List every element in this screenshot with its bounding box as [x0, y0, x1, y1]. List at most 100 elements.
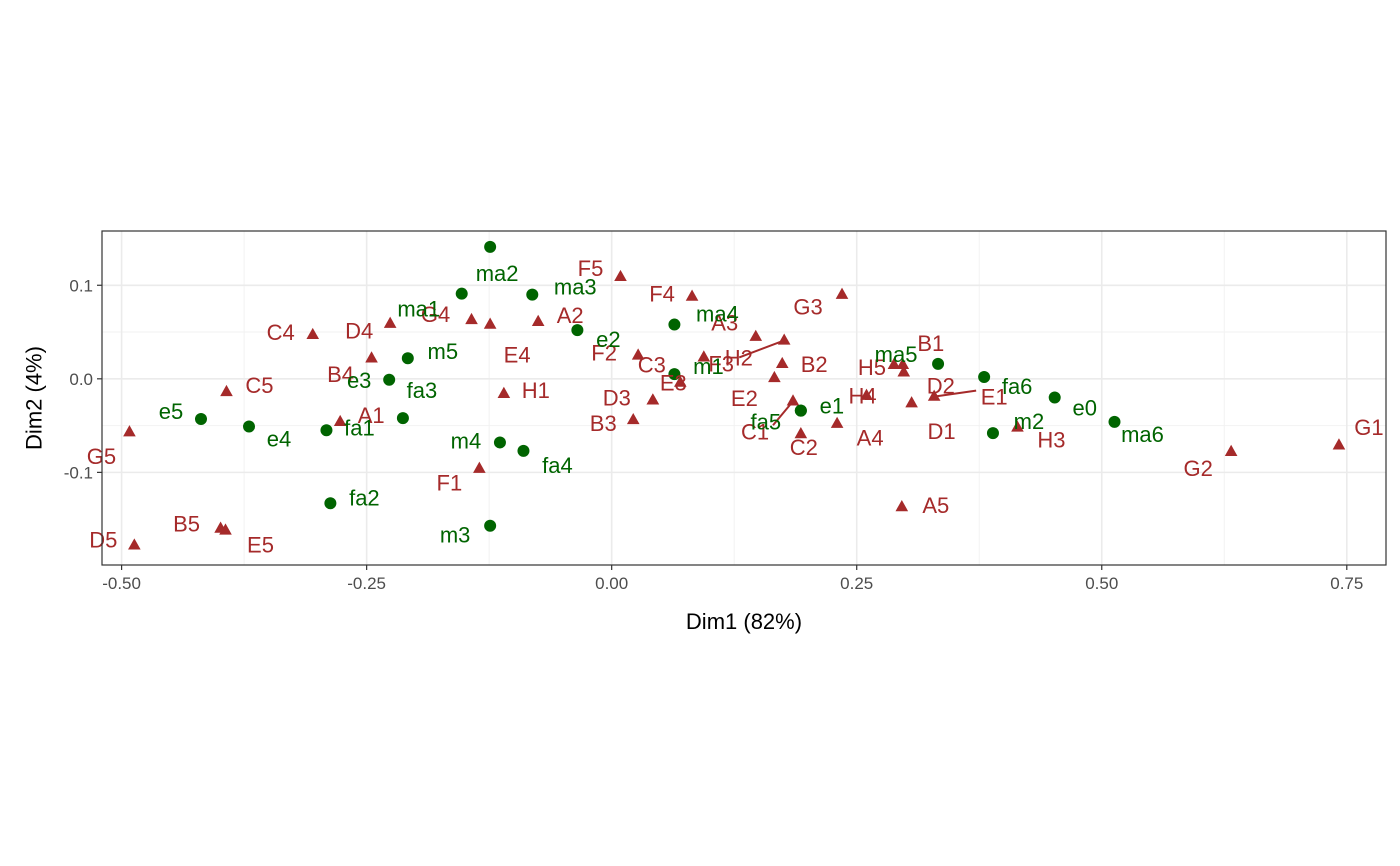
- point-triangle: [646, 393, 660, 405]
- point-circle: [484, 519, 497, 532]
- point-label: B4: [327, 362, 354, 387]
- point-triangle: [383, 316, 397, 328]
- point-circle: [396, 412, 409, 425]
- y-axis-title: Dim2 (4%): [22, 346, 47, 450]
- point-label: D2: [927, 373, 955, 398]
- x-axis-title: Dim1 (82%): [686, 609, 802, 634]
- point-label: A2: [557, 303, 584, 328]
- point-circle: [932, 357, 945, 370]
- point-label: B1: [917, 331, 944, 356]
- point-circle: [986, 427, 999, 440]
- point-label: ma6: [1121, 422, 1164, 447]
- point-triangle: [768, 370, 781, 383]
- point-circle: [668, 368, 681, 381]
- point-triangle: [887, 357, 901, 369]
- point-triangle: [631, 348, 645, 360]
- point-triangle: [531, 314, 545, 326]
- panel-border: [101, 230, 1387, 566]
- point-circle: [401, 352, 414, 365]
- point-label: e1: [820, 394, 844, 419]
- point-label: H1: [522, 378, 550, 403]
- point-label: C4: [267, 320, 295, 345]
- point-triangle: [333, 414, 347, 427]
- point-triangle: [835, 287, 849, 299]
- grid-major: [102, 231, 1386, 565]
- point-triangle: [614, 269, 627, 282]
- point-triangle: [830, 416, 844, 428]
- point-circle: [320, 424, 333, 437]
- point-triangle: [905, 396, 918, 408]
- point-label: e4: [267, 427, 291, 452]
- point-label: m1: [693, 354, 724, 379]
- point-label: E3: [660, 371, 687, 396]
- x-axis-ticks: -0.50 -0.25 0.00 0.25 0.50 0.75: [102, 565, 1363, 593]
- point-circle: [1108, 415, 1121, 428]
- point-triangle: [128, 538, 141, 550]
- point-label: D4: [345, 319, 373, 344]
- point-circle: [194, 413, 207, 426]
- point-circle: [484, 240, 497, 253]
- point-label: E5: [247, 532, 274, 557]
- point-triangle: [897, 365, 911, 377]
- point-triangle: [697, 350, 711, 362]
- point-circle: [794, 404, 807, 417]
- point-label: F2: [591, 340, 617, 365]
- point-triangle: [220, 384, 233, 397]
- point-circle: [668, 318, 681, 331]
- point-label: m3: [440, 523, 471, 548]
- point-label: E4: [504, 343, 531, 368]
- point-label: G4: [421, 302, 450, 327]
- point-label: C5: [245, 373, 273, 398]
- point-labels: G1 G2 H3 E1 B1 D2 H5 D1 A5 G3 H4 A4 C2 C1 F3 B2 E2 A3 H2 F4…: [87, 256, 1384, 558]
- point-label: m2: [1014, 409, 1045, 434]
- point-triangle: [786, 394, 800, 406]
- point-triangle: [306, 327, 320, 340]
- y-tick-label: -0.1: [64, 463, 93, 482]
- point-label: G3: [793, 295, 822, 320]
- point-triangle: [1332, 438, 1346, 450]
- point-label: H2: [725, 345, 753, 370]
- point-label: B3: [590, 411, 617, 436]
- point-circle: [978, 370, 991, 383]
- point-triangle: [794, 427, 808, 439]
- point-circle: [526, 288, 539, 301]
- point-triangle: [626, 412, 640, 425]
- point-label: e0: [1072, 396, 1096, 421]
- point-label: G2: [1183, 456, 1212, 481]
- point-label: ma4: [696, 302, 739, 327]
- point-triangle: [123, 425, 136, 437]
- point-triangle: [777, 333, 791, 345]
- label-connector: [934, 389, 977, 398]
- point-label: D1: [928, 419, 956, 444]
- point-label: fa1: [344, 415, 375, 440]
- y-axis-ticks: -0.1 0.0 0.1: [64, 276, 102, 482]
- point-circle: [324, 497, 337, 510]
- point-label: C3: [638, 352, 666, 377]
- point-label: H3: [1037, 427, 1065, 452]
- point-label: E1: [981, 385, 1008, 410]
- point-triangle: [860, 388, 873, 400]
- point-label: H4: [848, 384, 876, 409]
- y-tick-label: 0.1: [69, 276, 93, 295]
- point-label: e2: [596, 327, 620, 352]
- point-label: e5: [159, 399, 183, 424]
- point-triangle: [1011, 420, 1024, 432]
- point-label: G1: [1354, 415, 1383, 440]
- point-label: B2: [801, 352, 828, 377]
- point-circle: [243, 420, 256, 433]
- point-triangle: [749, 329, 763, 341]
- point-triangle: [1224, 444, 1238, 456]
- point-label: A5: [922, 493, 949, 518]
- x-tick-label: -0.50: [102, 574, 141, 593]
- x-tick-label: 0.50: [1085, 574, 1118, 593]
- point-triangle: [365, 351, 378, 363]
- point-circle: [493, 436, 506, 449]
- point-label: H5: [858, 355, 886, 380]
- point-circle: [571, 324, 584, 337]
- point-label: F1: [437, 471, 463, 496]
- point-circle: [455, 287, 468, 300]
- point-label: fa4: [542, 453, 573, 478]
- grid-minor: [102, 231, 1386, 565]
- point-label: ma1: [397, 297, 440, 322]
